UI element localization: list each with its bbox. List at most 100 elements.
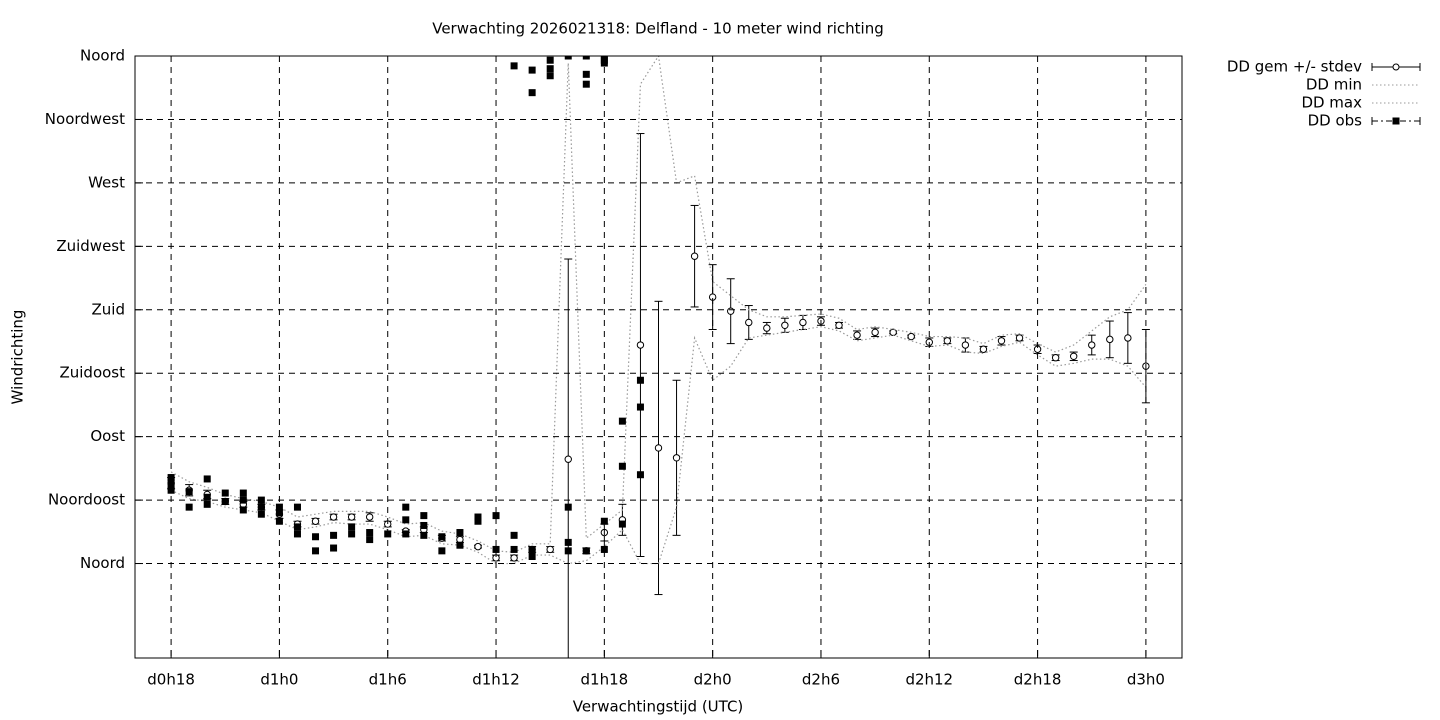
- obs-marker: [636, 471, 644, 479]
- error-point: [1123, 312, 1132, 364]
- error-point: [473, 542, 482, 551]
- legend-label: DD max: [1301, 94, 1362, 112]
- obs-marker: [636, 376, 644, 384]
- mean-marker: [347, 513, 356, 521]
- obs-marker: [528, 552, 536, 560]
- mean-marker: [781, 321, 789, 329]
- legend-sample: [1392, 63, 1400, 71]
- mean-marker: [1015, 334, 1024, 342]
- mean-marker: [690, 252, 699, 260]
- mean-marker: [943, 337, 952, 345]
- error-point: [510, 554, 519, 562]
- obs-marker: [546, 72, 554, 80]
- mean-marker: [510, 554, 518, 562]
- error-point: [853, 330, 862, 340]
- obs-marker: [257, 510, 265, 518]
- obs-marker: [203, 493, 211, 501]
- obs-marker: [402, 530, 410, 538]
- x-tick-label: d1h12: [472, 671, 520, 689]
- error-point: [744, 305, 753, 340]
- obs-marker: [492, 512, 500, 520]
- error-point: [311, 517, 320, 525]
- x-tick-label: d2h6: [802, 671, 840, 689]
- obs-marker: [636, 403, 644, 411]
- obs-marker: [510, 545, 518, 553]
- x-tick-label: d0h18: [147, 671, 195, 689]
- error-point: [347, 513, 356, 521]
- obs-marker: [618, 462, 626, 470]
- mean-marker: [546, 545, 554, 554]
- obs-marker: [402, 516, 410, 524]
- mean-marker: [997, 337, 1006, 345]
- obs-marker: [582, 80, 590, 88]
- obs-marker: [564, 56, 572, 60]
- obs-marker: [221, 498, 229, 506]
- obs-marker: [366, 536, 374, 544]
- mean-marker: [871, 328, 879, 337]
- obs-marker: [420, 521, 428, 529]
- obs-marker: [510, 62, 518, 70]
- chart-title: Verwachting 2026021318: Delfland - 10 me…: [432, 20, 884, 38]
- error-point: [708, 264, 717, 331]
- y-tick-label: Zuid: [92, 300, 125, 318]
- error-point: [690, 204, 699, 308]
- obs-marker: [618, 520, 626, 528]
- x-tick-label: d2h18: [1014, 671, 1062, 689]
- error-point: [1105, 320, 1114, 359]
- obs-marker: [185, 488, 193, 496]
- mean-marker: [961, 341, 970, 349]
- mean-marker: [727, 307, 735, 315]
- obs-marker: [348, 530, 356, 538]
- obs-marker: [582, 70, 590, 78]
- x-tick-label: d1h6: [369, 671, 407, 689]
- error-point: [979, 345, 988, 353]
- y-tick-label: Zuidoost: [59, 364, 125, 382]
- obs-marker: [438, 547, 446, 555]
- mean-marker: [564, 455, 572, 463]
- obs-marker: [456, 529, 464, 537]
- mean-marker: [329, 513, 338, 521]
- obs-marker: [167, 478, 175, 486]
- obs-marker: [203, 475, 211, 483]
- error-point: [1087, 334, 1096, 356]
- plot-border: [134, 55, 1183, 659]
- y-tick-label: Noord: [80, 47, 125, 65]
- x-axis-label: Verwachtingstijd (UTC): [573, 698, 744, 716]
- obs-marker: [312, 547, 320, 555]
- obs-marker: [293, 503, 301, 511]
- obs-marker: [564, 503, 572, 511]
- y-tick-label: Oost: [90, 427, 125, 445]
- mean-marker: [1051, 354, 1060, 362]
- obs-marker: [366, 529, 374, 537]
- error-point: [654, 300, 663, 596]
- mean-marker: [1124, 334, 1132, 342]
- obs-marker: [492, 545, 500, 553]
- y-tick-label: Noordoost: [48, 491, 125, 509]
- obs-marker: [348, 523, 356, 531]
- error-point: [1015, 334, 1024, 342]
- obs-marker: [185, 503, 193, 511]
- obs-marker: [546, 56, 554, 64]
- error-point: [1051, 354, 1060, 362]
- mean-marker: [907, 332, 915, 341]
- obs-marker: [510, 531, 518, 539]
- obs-marker: [293, 523, 301, 531]
- legend-label: DD obs: [1308, 112, 1363, 130]
- y-tick-label: Noordwest: [45, 110, 125, 128]
- obs-marker: [456, 541, 464, 549]
- error-point: [546, 545, 555, 554]
- obs-marker: [600, 59, 608, 67]
- error-point: [907, 332, 916, 341]
- obs-marker: [420, 531, 428, 539]
- x-tick-label: d3h0: [1127, 671, 1165, 689]
- obs-marker: [582, 547, 590, 555]
- obs-marker: [293, 530, 301, 538]
- legend-label: DD min: [1306, 76, 1362, 94]
- obs-marker: [528, 89, 536, 97]
- obs-marker: [474, 517, 482, 525]
- mean-marker: [474, 542, 482, 551]
- legend-label: DD gem +/- stdev: [1227, 58, 1362, 76]
- obs-marker: [402, 503, 410, 511]
- error-point: [798, 314, 807, 331]
